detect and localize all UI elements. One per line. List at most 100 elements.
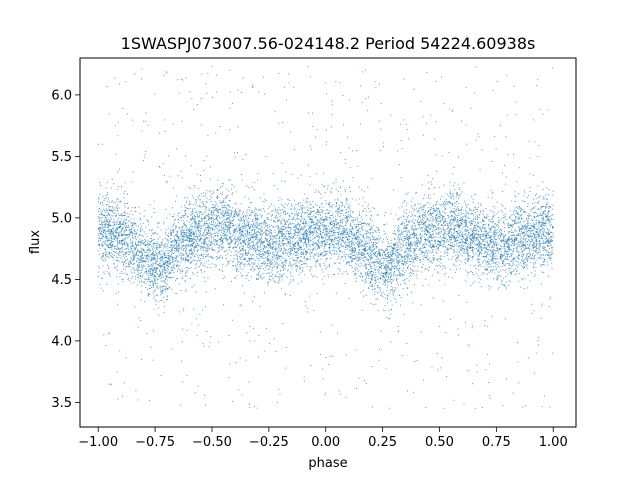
data-point: [206, 220, 208, 222]
data-point: [351, 261, 353, 263]
data-point: [319, 214, 321, 216]
data-point: [312, 241, 314, 243]
data-point: [263, 240, 265, 242]
data-point: [97, 201, 99, 203]
data-point: [504, 227, 506, 229]
data-point: [107, 230, 109, 232]
data-point: [186, 271, 188, 273]
data-point: [403, 274, 405, 276]
data-point: [249, 248, 251, 250]
data-point: [301, 261, 303, 263]
data-point: [141, 267, 143, 269]
data-point: [358, 254, 360, 256]
data-point: [146, 258, 148, 260]
data-point: [537, 208, 539, 210]
data-point: [413, 261, 415, 263]
data-point: [303, 257, 305, 259]
data-point: [159, 269, 161, 271]
data-point: [316, 260, 318, 262]
data-point: [308, 219, 310, 221]
data-point: [324, 241, 326, 243]
data-point: [432, 258, 434, 260]
data-point: [469, 220, 471, 222]
data-point: [198, 254, 200, 256]
data-point: [252, 241, 254, 243]
data-point: [140, 256, 142, 258]
data-point: [530, 215, 532, 217]
data-point: [203, 192, 205, 194]
data-point: [468, 236, 470, 238]
data-point: [177, 239, 179, 241]
data-point: [524, 238, 526, 240]
data-point: [492, 217, 494, 218]
data-point: [338, 212, 340, 214]
data-point: [105, 198, 107, 200]
data-point: [540, 245, 542, 247]
data-point: [138, 255, 140, 257]
data-point: [296, 254, 298, 256]
data-point: [384, 280, 386, 282]
data-point: [433, 217, 435, 219]
data-point: [108, 229, 110, 231]
data-point: [402, 263, 404, 265]
data-point: [259, 275, 261, 277]
data-point: [417, 203, 419, 205]
data-point: [425, 267, 427, 269]
data-point: [358, 260, 360, 262]
data-point: [145, 240, 147, 242]
data-point: [182, 248, 184, 250]
data-point: [517, 232, 519, 234]
data-point: [303, 234, 305, 236]
data-point: [254, 231, 256, 233]
data-point: [452, 263, 454, 265]
data-point: [398, 260, 400, 262]
data-point: [311, 224, 313, 226]
data-point: [100, 232, 102, 234]
data-point: [362, 254, 364, 256]
data-point: [484, 216, 486, 218]
data-point: [117, 237, 119, 239]
data-point: [415, 241, 417, 243]
data-point: [253, 258, 255, 260]
data-point: [307, 197, 309, 199]
data-point: [418, 222, 420, 224]
data-point: [508, 284, 510, 286]
data-point: [282, 244, 284, 246]
data-point: [357, 257, 359, 259]
data-point: [252, 234, 254, 236]
data-point: [410, 261, 412, 263]
data-point: [377, 271, 379, 273]
data-point: [238, 239, 240, 241]
data-point: [318, 210, 320, 212]
data-point: [177, 248, 179, 250]
data-point: [333, 244, 335, 246]
data-point: [436, 214, 438, 216]
data-point: [505, 256, 507, 258]
data-point: [308, 214, 310, 216]
data-point: [511, 241, 513, 243]
data-point: [281, 275, 283, 277]
data-point: [303, 218, 305, 220]
data-point: [232, 234, 234, 236]
data-point: [107, 239, 109, 241]
data-point: [399, 268, 401, 270]
data-point: [501, 204, 503, 206]
data-point: [253, 181, 255, 183]
data-point: [437, 227, 439, 229]
data-point: [361, 223, 363, 225]
data-point: [305, 249, 307, 251]
data-point: [207, 254, 209, 256]
data-point: [481, 253, 483, 255]
data-point: [504, 251, 506, 253]
data-point: [474, 237, 476, 239]
data-point: [278, 277, 280, 279]
data-point: [492, 252, 494, 254]
data-point: [342, 240, 344, 242]
data-point: [275, 243, 277, 245]
data-point: [524, 224, 526, 226]
data-point: [503, 237, 505, 239]
data-point: [211, 210, 213, 212]
data-point: [231, 193, 233, 195]
data-point: [182, 241, 184, 243]
data-point: [343, 234, 345, 236]
